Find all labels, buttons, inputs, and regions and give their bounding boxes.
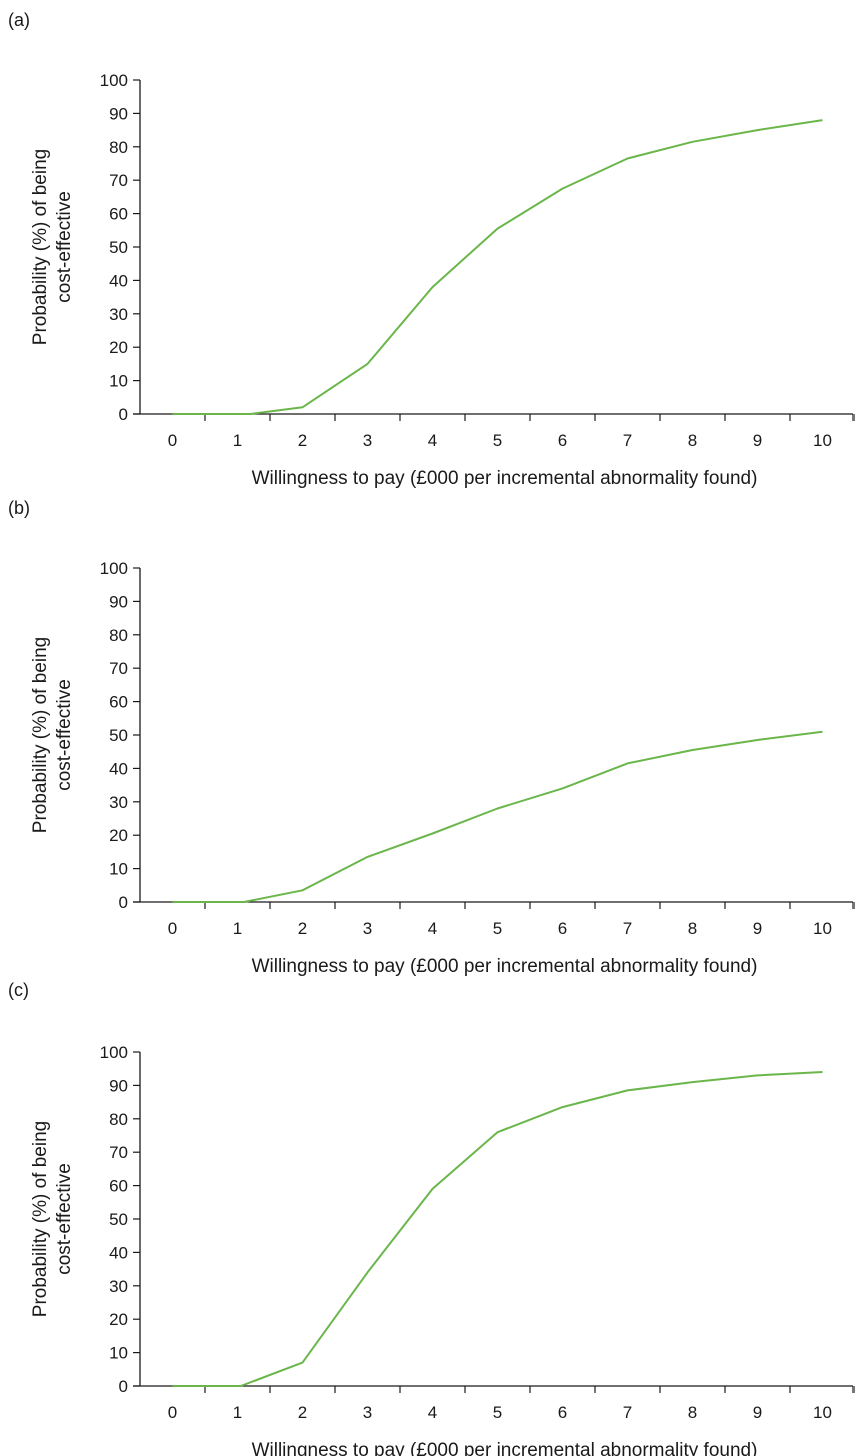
y-tick-label: 0 xyxy=(119,893,128,912)
x-tick-label: 7 xyxy=(623,1403,632,1422)
y-tick-label: 80 xyxy=(109,1110,128,1129)
y-tick-label: 80 xyxy=(109,626,128,645)
series-line xyxy=(172,1071,823,1387)
x-axis-title: Willingness to pay (£000 per incremental… xyxy=(252,468,758,489)
y-axis-title-line: Probability (%) of being xyxy=(30,637,51,833)
y-tick-label: 10 xyxy=(109,860,128,879)
y-axis-title-line: cost-effective xyxy=(54,1163,75,1275)
y-tick-label: 50 xyxy=(109,726,128,745)
x-tick-label: 8 xyxy=(688,431,697,450)
x-tick-label: 0 xyxy=(168,1403,177,1422)
x-tick-label: 6 xyxy=(558,431,567,450)
y-axis-title-line: cost-effective xyxy=(54,679,75,791)
x-tick-label: 1 xyxy=(233,431,242,450)
y-tick-label: 50 xyxy=(109,238,128,257)
x-tick-label: 6 xyxy=(558,1403,567,1422)
y-tick-label: 10 xyxy=(109,372,128,391)
y-tick-label: 20 xyxy=(109,1310,128,1329)
x-tick-label: 5 xyxy=(493,1403,502,1422)
chart-a-svg: 0 10 20 30 40 50 60 70 80 90 100 0 1 2 3 4 5 6 7 8 9 10 Willin… xyxy=(30,71,855,489)
x-axis-title: Willingness to pay (£000 per incremental… xyxy=(252,956,758,977)
y-axis-title-line: Probability (%) of being xyxy=(30,1121,51,1317)
y-tick-label: 100 xyxy=(100,559,128,578)
y-tick-label: 20 xyxy=(109,338,128,357)
panel-label: (b) xyxy=(8,498,30,518)
x-tick-label: 10 xyxy=(813,431,832,450)
chart-c-svg: 0 10 20 30 40 50 60 70 80 90 100 0 1 2 3 4 5 6 7 8 9 10 Willin… xyxy=(30,1043,855,1456)
series-line xyxy=(172,730,823,903)
x-tick-label: 2 xyxy=(298,919,307,938)
x-tick-label: 5 xyxy=(493,431,502,450)
y-tick-label: 40 xyxy=(109,1243,128,1262)
x-tick-label: 6 xyxy=(558,919,567,938)
x-tick-label: 4 xyxy=(428,431,437,450)
chart-panel-c: (c) 0 10 20 30 40 50 60 70 80 90 100 0 1 2 3 4 5 6 7 8 9 10 Wi… xyxy=(0,972,855,1456)
y-tick-label: 0 xyxy=(119,1377,128,1396)
y-axis-title-line: Probability (%) of being xyxy=(30,149,51,345)
x-tick-label: 5 xyxy=(493,919,502,938)
y-tick-label: 80 xyxy=(109,138,128,157)
y-tick-label: 40 xyxy=(109,759,128,778)
x-axis-title: Willingness to pay (£000 per incremental… xyxy=(252,1440,758,1456)
x-tick-label: 9 xyxy=(753,919,762,938)
x-tick-label: 0 xyxy=(168,919,177,938)
y-tick-label: 30 xyxy=(109,793,128,812)
x-tick-label: 7 xyxy=(623,919,632,938)
x-tick-label: 1 xyxy=(233,1403,242,1422)
series-line xyxy=(172,119,823,415)
y-tick-label: 100 xyxy=(100,1043,128,1062)
x-tick-label: 8 xyxy=(688,1403,697,1422)
chart-panel-b: (b) 0 10 20 30 40 50 60 70 80 90 100 0 1 2 3 4 5 6 7 8 9 10 Wi… xyxy=(0,488,855,977)
x-tick-label: 3 xyxy=(363,1403,372,1422)
y-tick-label: 60 xyxy=(109,1177,128,1196)
x-tick-label: 7 xyxy=(623,431,632,450)
x-tick-label: 0 xyxy=(168,431,177,450)
chart-panel-a: (a) 0 10 20 30 40 50 60 70 80 90 100 0 1 2 3 4 5 6 7 8 9 10 Wi… xyxy=(0,0,855,489)
y-tick-label: 10 xyxy=(109,1344,128,1363)
y-tick-label: 90 xyxy=(109,104,128,123)
x-tick-label: 4 xyxy=(428,1403,437,1422)
x-tick-label: 1 xyxy=(233,919,242,938)
y-tick-label: 90 xyxy=(109,592,128,611)
y-tick-label: 30 xyxy=(109,1277,128,1296)
y-axis-title-line: cost-effective xyxy=(54,191,75,303)
panel-label: (a) xyxy=(8,10,30,30)
y-tick-label: 70 xyxy=(109,171,128,190)
x-tick-label: 9 xyxy=(753,431,762,450)
y-tick-label: 60 xyxy=(109,693,128,712)
y-tick-label: 70 xyxy=(109,1143,128,1162)
x-tick-label: 9 xyxy=(753,1403,762,1422)
y-tick-label: 60 xyxy=(109,205,128,224)
y-tick-label: 30 xyxy=(109,305,128,324)
x-tick-label: 3 xyxy=(363,431,372,450)
x-tick-label: 8 xyxy=(688,919,697,938)
y-tick-label: 40 xyxy=(109,271,128,290)
y-tick-label: 90 xyxy=(109,1076,128,1095)
x-tick-label: 2 xyxy=(298,431,307,450)
y-tick-label: 0 xyxy=(119,405,128,424)
panel-label: (c) xyxy=(8,980,29,1000)
x-tick-label: 10 xyxy=(813,919,832,938)
x-tick-label: 4 xyxy=(428,919,437,938)
y-tick-label: 50 xyxy=(109,1210,128,1229)
y-tick-label: 70 xyxy=(109,659,128,678)
chart-b-svg: 0 10 20 30 40 50 60 70 80 90 100 0 1 2 3 4 5 6 7 8 9 10 Willin… xyxy=(30,559,855,977)
y-tick-label: 100 xyxy=(100,71,128,90)
x-tick-label: 2 xyxy=(298,1403,307,1422)
y-tick-label: 20 xyxy=(109,826,128,845)
x-tick-label: 3 xyxy=(363,919,372,938)
x-tick-label: 10 xyxy=(813,1403,832,1422)
